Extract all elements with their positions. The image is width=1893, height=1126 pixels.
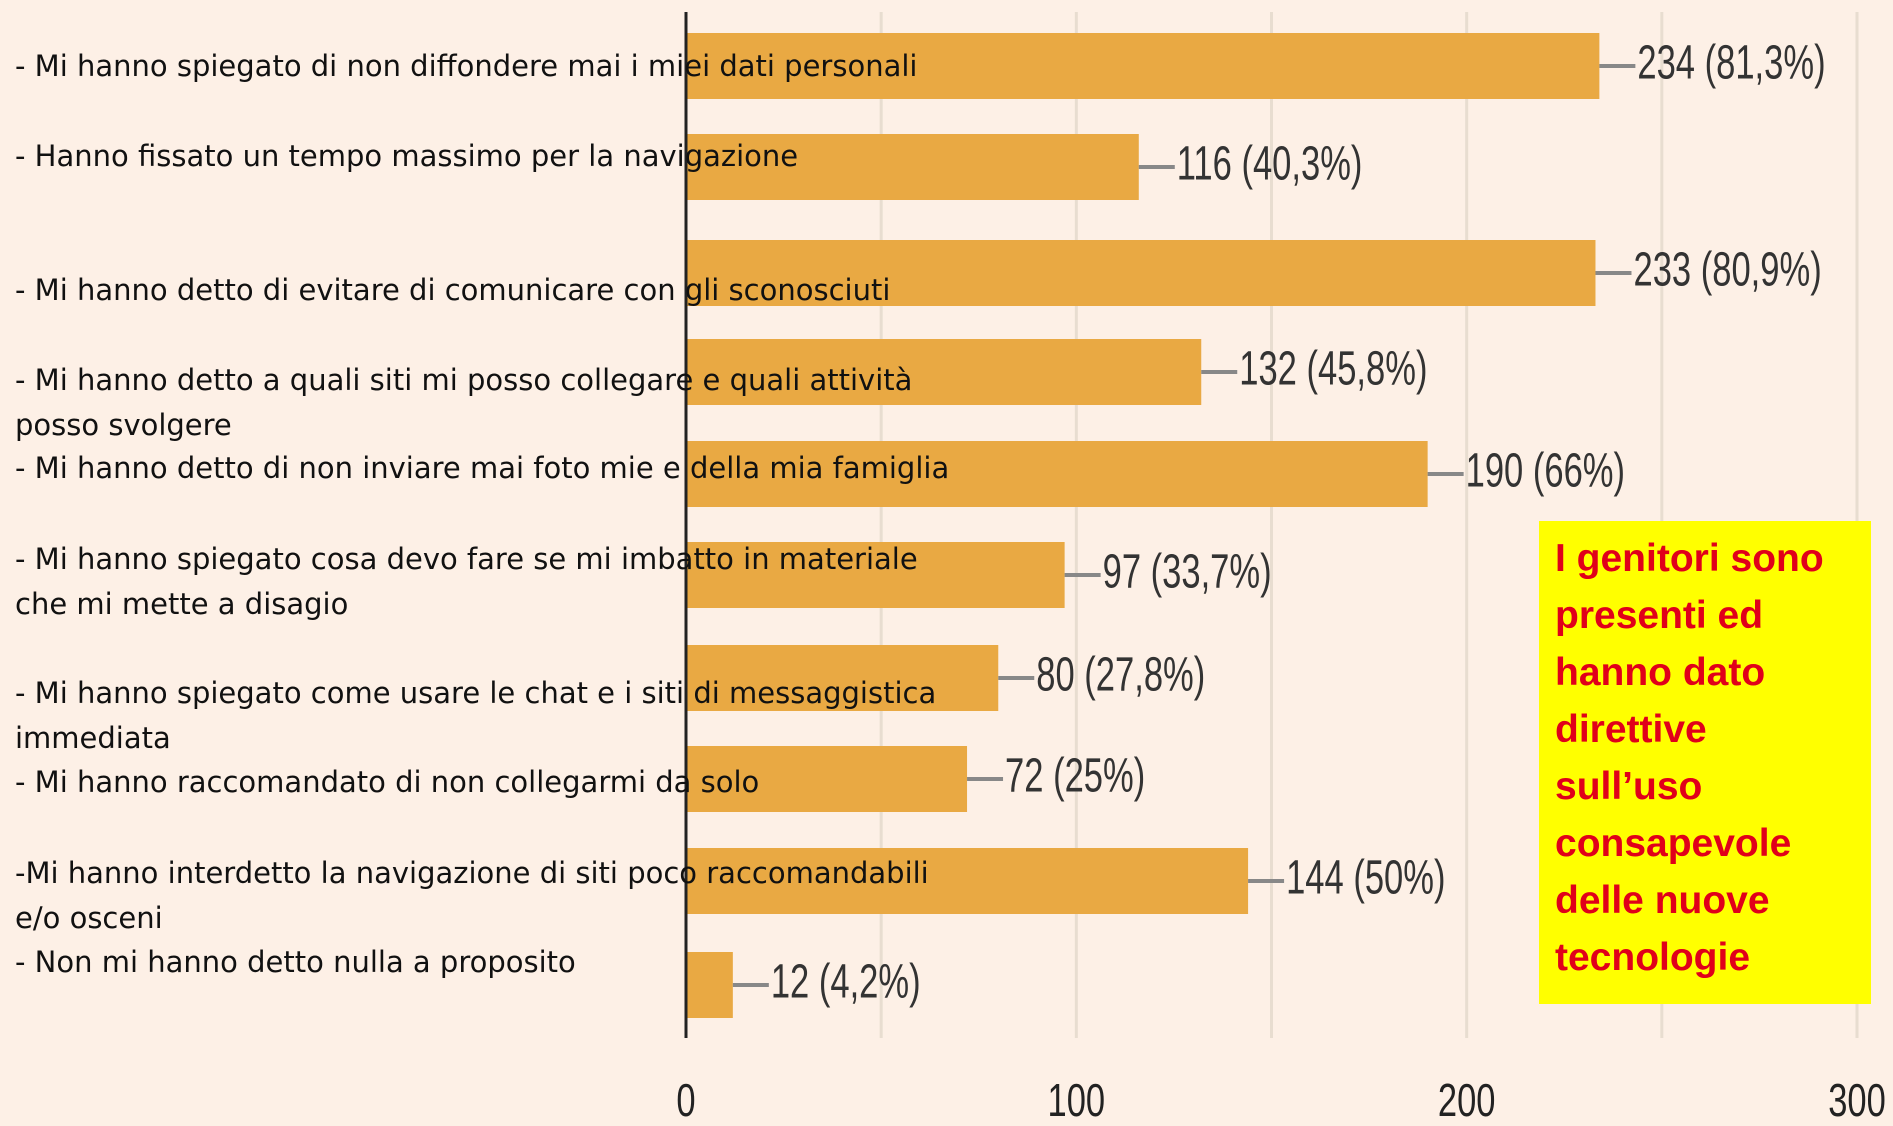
category-label: - Non mi hanno detto nulla a proposito bbox=[15, 945, 576, 979]
bar bbox=[686, 542, 1065, 608]
category-label: - Mi hanno detto di evitare di comunicar… bbox=[15, 273, 891, 307]
x-tick-label: 300 bbox=[1828, 1074, 1886, 1126]
value-label: 234 (81,3%) bbox=[1637, 35, 1825, 89]
x-tick-label: 100 bbox=[1048, 1074, 1106, 1126]
category-label: - Mi hanno spiegato di non diffondere ma… bbox=[15, 49, 918, 83]
value-label: 132 (45,8%) bbox=[1239, 341, 1427, 395]
bar bbox=[686, 240, 1596, 306]
value-label: 233 (80,9%) bbox=[1633, 242, 1821, 296]
bar bbox=[686, 33, 1600, 99]
value-label: 72 (25%) bbox=[1005, 748, 1145, 802]
value-label: 190 (66%) bbox=[1466, 443, 1625, 497]
bar bbox=[686, 746, 968, 812]
value-label: 80 (27,8%) bbox=[1036, 647, 1205, 701]
value-label: 144 (50%) bbox=[1286, 850, 1445, 904]
category-label: - Mi hanno spiegato cosa devo fare se mi… bbox=[15, 542, 918, 621]
category-label: - Mi hanno spiegato come usare le chat e… bbox=[15, 676, 937, 755]
bar bbox=[686, 339, 1202, 405]
x-tick-label: 0 bbox=[676, 1074, 695, 1126]
category-label: - Mi hanno raccomandato di non collegarm… bbox=[15, 765, 760, 799]
bar bbox=[686, 441, 1428, 507]
category-label: -Mi hanno interdetto la navigazione di s… bbox=[15, 856, 929, 935]
value-label: 116 (40,3%) bbox=[1177, 136, 1363, 190]
value-label: 12 (4,2%) bbox=[771, 954, 921, 1008]
bar bbox=[686, 848, 1249, 914]
bar bbox=[686, 952, 733, 1018]
category-label: - Hanno fissato un tempo massimo per la … bbox=[15, 139, 799, 173]
bar bbox=[686, 134, 1139, 200]
annotation: I genitori sono presenti ed hanno dato d… bbox=[1539, 521, 1871, 1004]
x-tick-label: 200 bbox=[1438, 1074, 1496, 1126]
category-label: - Mi hanno detto a quali siti mi posso c… bbox=[15, 363, 913, 442]
category-label: - Mi hanno detto di non inviare mai foto… bbox=[15, 451, 950, 485]
value-label: 97 (33,7%) bbox=[1103, 544, 1272, 598]
bar bbox=[686, 645, 999, 711]
